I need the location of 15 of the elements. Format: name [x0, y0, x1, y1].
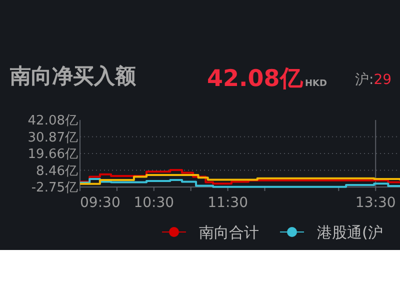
legend-label: 港股通(沪 [317, 223, 383, 242]
text: HKD [305, 79, 327, 89]
x-tick-label: 10:30 [134, 195, 174, 211]
x-tick-label: 13:30 [355, 195, 396, 211]
text: 29 [374, 72, 392, 88]
x-tick-label: 11:30 [208, 195, 248, 211]
y-tick-label: 19.66亿 [28, 147, 78, 162]
y-tick-label: 8.46亿 [36, 164, 78, 179]
x-tick-label: 09:30 [80, 195, 120, 211]
text: 42.08亿 [207, 66, 304, 92]
y-tick-label: -2.75亿 [31, 180, 78, 196]
legend-label: 南向合计 [199, 223, 259, 242]
chart-title: 南向净买入额 [9, 64, 137, 88]
y-tick-label: 42.08亿 [28, 114, 78, 129]
y-tick-label: 30.87亿 [28, 130, 78, 146]
